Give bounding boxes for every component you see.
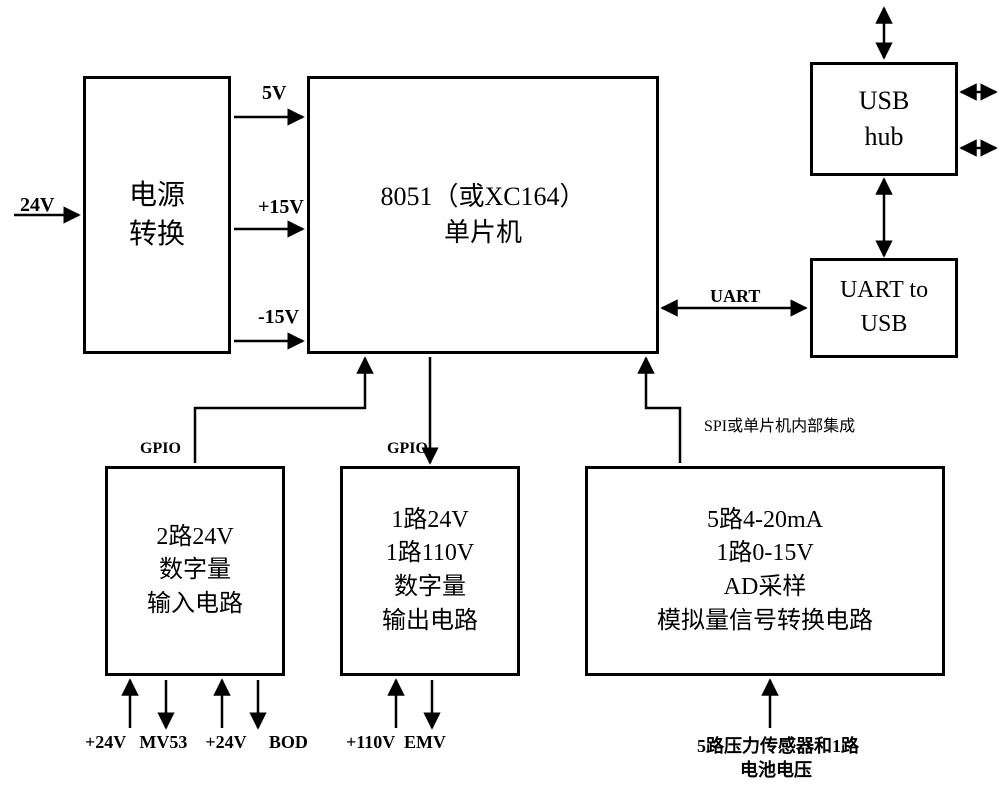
dout-l2: 1路110V [386, 537, 474, 571]
usbhub-l2: hub [865, 119, 904, 155]
label-spi: SPI或单片机内部集成 [704, 412, 855, 436]
uart2usb-l1: UART to [840, 274, 928, 308]
label-gpio1: GPIO [140, 440, 181, 458]
dout-l3: 数字量 [394, 571, 466, 605]
dout-l4: 输出电路 [382, 605, 478, 639]
usb-hub-box: USB hub [810, 62, 958, 176]
ad-l4: 模拟量信号转换电路 [657, 605, 873, 639]
din-l2: 数字量 [159, 554, 231, 588]
mcu-line1: 8051（或XC164） [380, 179, 585, 215]
label-p15: +15V [258, 196, 304, 219]
power-label2: 转换 [129, 215, 185, 254]
digital-in-box: 2路24V 数字量 输入电路 [105, 466, 285, 676]
ad-l1: 5路4-20mA [707, 504, 823, 538]
label-uart: UART [710, 286, 760, 307]
usbhub-l1: USB [859, 83, 910, 119]
din-l1: 2路24V [156, 521, 233, 555]
ad-l3: AD采样 [724, 571, 807, 605]
label-gpio2: GPIO [387, 440, 428, 458]
mcu-box: 8051（或XC164） 单片机 [307, 76, 659, 354]
digital-out-box: 1路24V 1路110V 数字量 输出电路 [340, 466, 520, 676]
uart2usb-l2: USB [861, 308, 908, 342]
ad-bottom-row2: 电池电压 [740, 756, 812, 782]
ad-bottom-row1: 5路压力传感器和1路 [697, 732, 859, 758]
label-m15: -15V [258, 306, 299, 329]
power-label: 电源 [129, 176, 185, 215]
power-box: 电源 转换 [83, 76, 231, 354]
dout-l1: 1路24V [391, 504, 468, 538]
ad-l2: 1路0-15V [716, 537, 813, 571]
label-5v: 5V [262, 82, 286, 105]
dout-bottom-row: +110V EMV [346, 732, 446, 753]
uart-to-usb-box: UART to USB [810, 258, 958, 358]
mcu-line2: 单片机 [444, 215, 522, 251]
din-l3: 输入电路 [147, 588, 243, 622]
din-bottom-row: +24V MV53 +24V BOD [85, 732, 308, 753]
ad-box: 5路4-20mA 1路0-15V AD采样 模拟量信号转换电路 [585, 466, 945, 676]
label-24v: 24V [20, 194, 54, 217]
